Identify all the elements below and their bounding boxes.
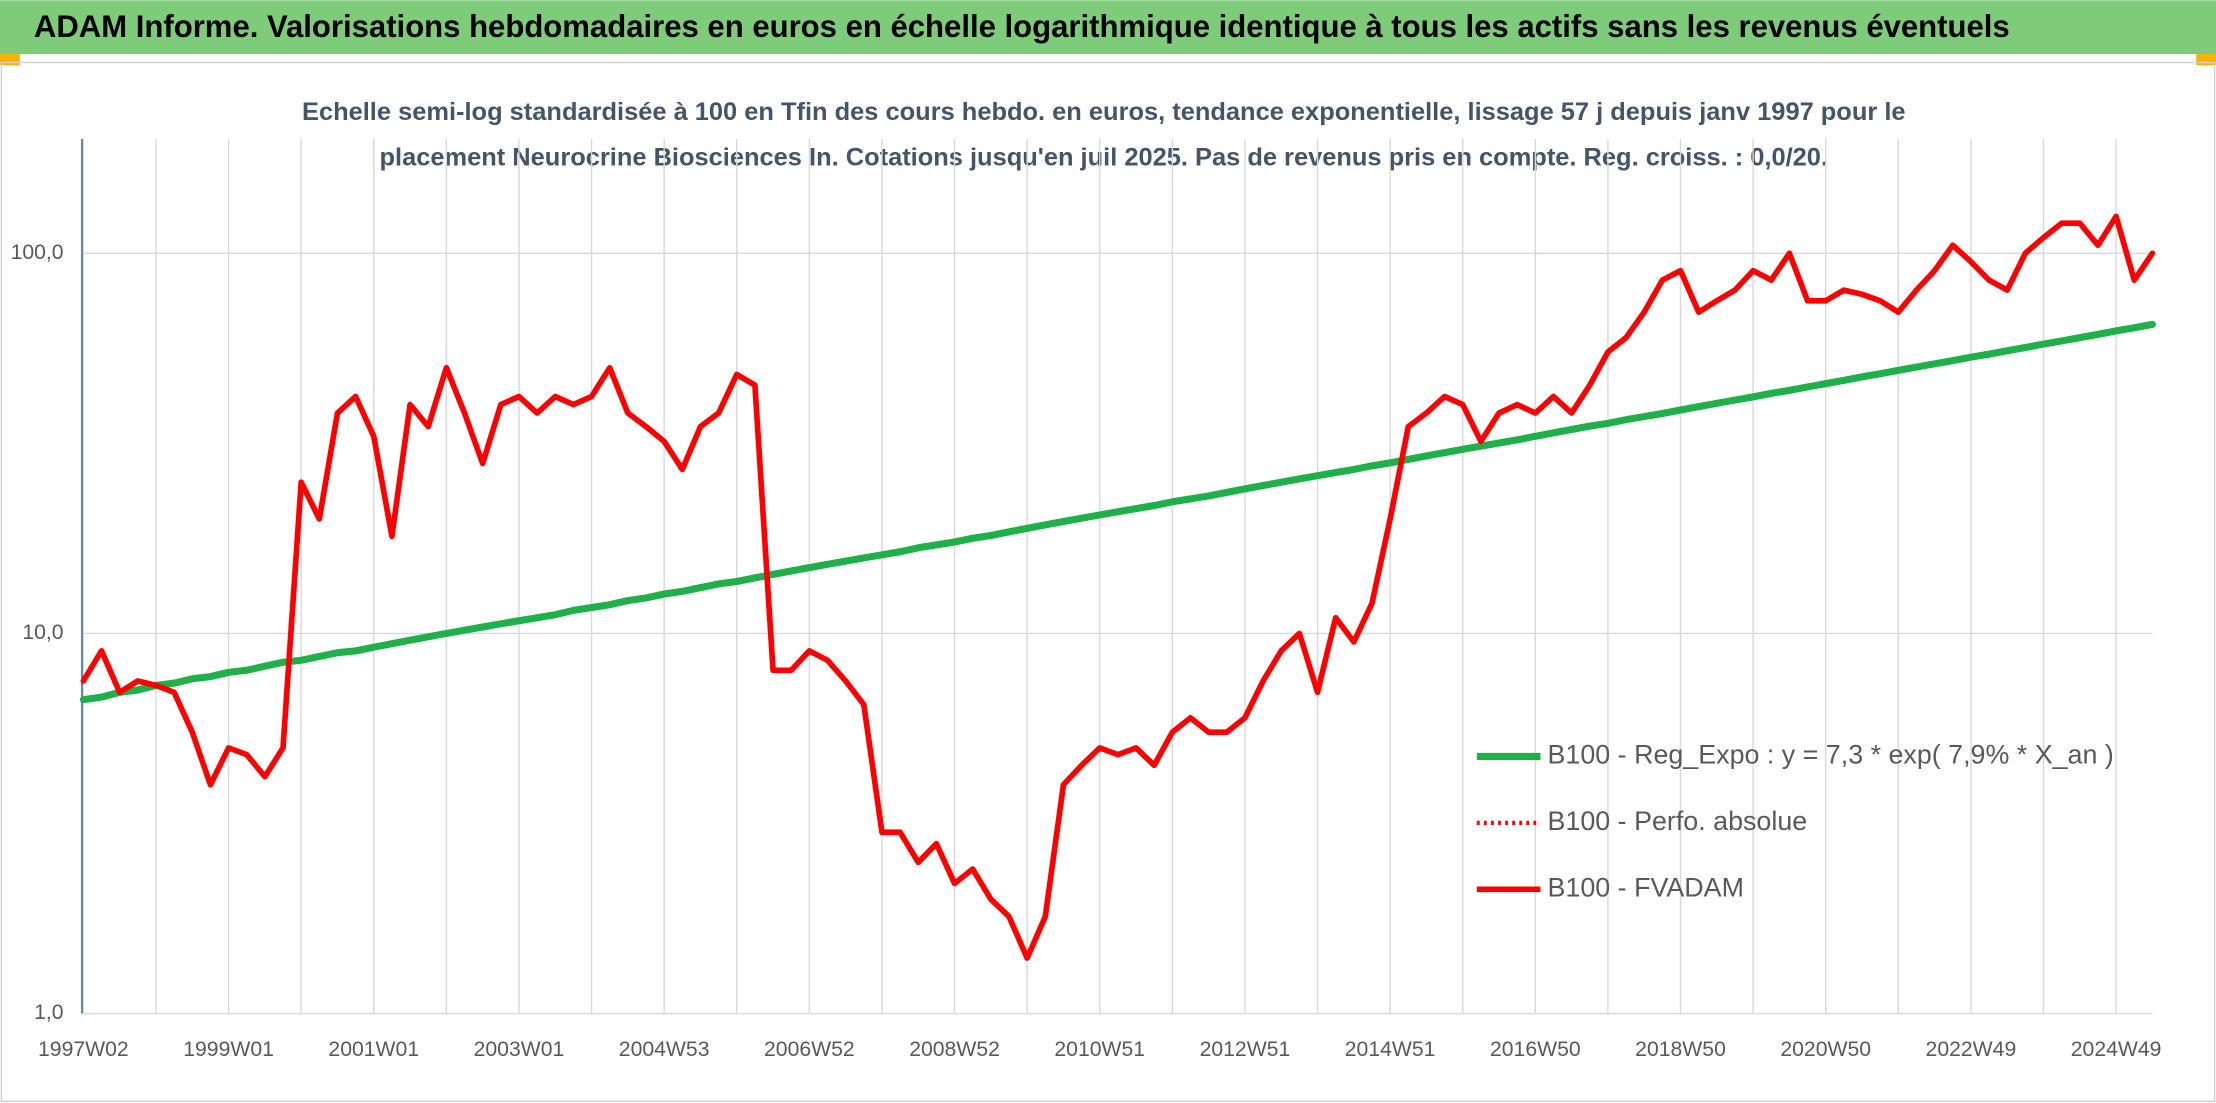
y-tick-label: 1,0 [34,1001,63,1024]
legend-label: B100 - FVADAM [1548,872,1744,902]
chart-subtitle: placement Neurocrine Biosciences In. Cot… [379,143,1828,171]
x-tick-label: 2016W50 [1490,1038,1581,1061]
y-tick-label: 10,0 [22,621,63,644]
x-tick-label: 2003W01 [474,1038,565,1061]
series-line [79,320,2156,704]
x-tick-label: 2010W51 [1054,1038,1145,1061]
title-bar [0,0,2216,55]
x-tick-label: 2004W53 [619,1038,710,1061]
frame [0,61,2216,1102]
corner [0,54,20,66]
x-tick-label: 2022W49 [1926,1038,2017,1061]
y-tick-label: 100,0 [11,241,64,264]
x-tick-label: 2018W50 [1635,1038,1726,1061]
chart-subtitle: Echelle semi-log standardisée à 100 en T… [302,98,1906,126]
series-line [80,213,2156,961]
x-tick-label: 1999W01 [183,1038,274,1061]
corner [2196,54,2216,66]
legend-label: B100 - Reg_Expo : y = 7,3 * exp( 7,9% * … [1548,740,2114,770]
chart-title: ADAM Informe. Valorisations hebdomadaire… [34,9,2010,44]
x-tick-label: 2020W50 [1780,1038,1871,1061]
x-tick-label: 2001W01 [328,1038,419,1061]
x-tick-label: 2024W49 [2071,1038,2162,1061]
x-tick-label: 2014W51 [1345,1038,1436,1061]
x-tick-label: 2008W52 [909,1038,1000,1061]
x-tick-label: 2012W51 [1200,1038,1291,1061]
x-tick-label: 1997W02 [38,1038,129,1061]
x-tick-label: 2006W52 [764,1038,855,1061]
legend-label: B100 - Perfo. absolue [1548,806,1808,836]
